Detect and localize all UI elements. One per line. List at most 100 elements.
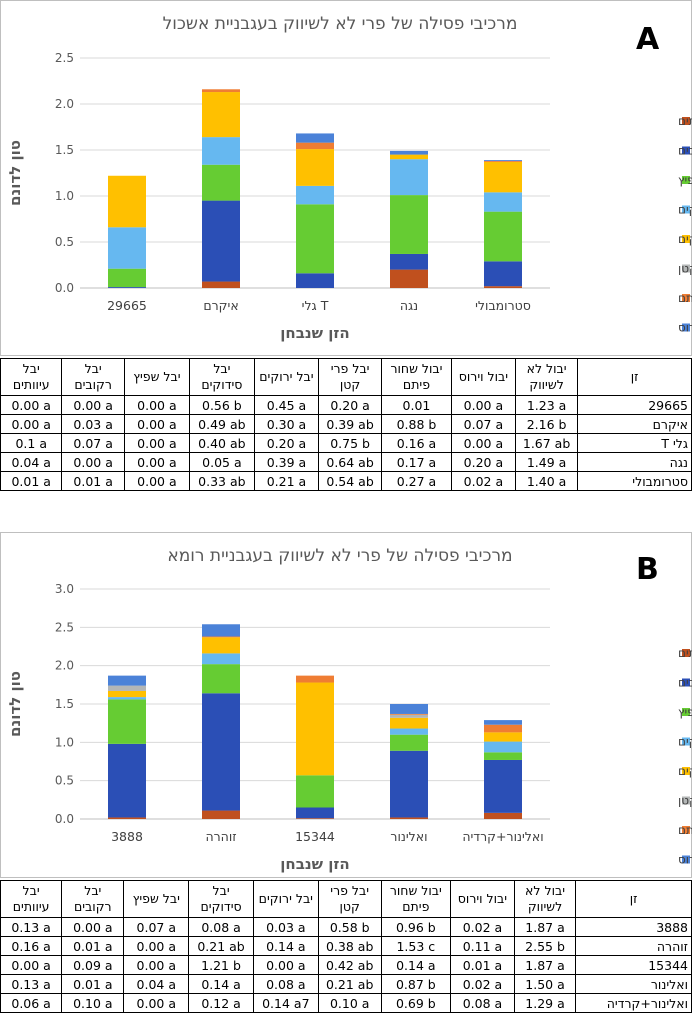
- value-cell: 0.07 a: [450, 414, 516, 434]
- x-tick-label: ואלינור+קרדיה: [462, 829, 543, 844]
- legend-swatch: [682, 146, 690, 155]
- value-cell: 1.50 a: [513, 974, 577, 994]
- table-row: 0.04 a 0.00 a 0.00 a 0.05 a 0.39 a 0.64 ab 0.1…: [0, 452, 692, 472]
- value-cell: 0.00 a: [123, 936, 190, 956]
- legend-swatch: [682, 649, 690, 657]
- value-cell: 0.04 a: [123, 974, 190, 994]
- value-cell: 0.49 ab: [188, 414, 255, 434]
- y-tick-label: 2.5: [55, 51, 74, 65]
- x-tick-label: זוהרה: [205, 829, 236, 844]
- y-tick-label: 2.5: [55, 620, 74, 634]
- value-cell: 1.87 a: [513, 955, 577, 975]
- column-header: יבל ירוקים: [252, 880, 319, 918]
- legend-label: יבול וירוס: [678, 321, 692, 335]
- table-row: 0.00 a 0.09 a 0.00 a 1.21 b 0.00 a 0.42 ab 0.1…: [0, 955, 692, 975]
- column-header: יבל רקובים: [61, 358, 125, 396]
- chart-b-title: מרכיבי פסילה של פרי לא לשיווק בעגבניית ר…: [167, 546, 513, 566]
- chart-b-bar-segment: [390, 750, 428, 818]
- x-tick-label: 3888: [111, 829, 143, 844]
- chart-b-bar-segment: [296, 775, 334, 808]
- value-cell: 0.20 a: [450, 452, 516, 472]
- legend-label: יבול רקובים: [678, 676, 692, 690]
- panel-a: מרכיבי פסילה של פרי לא לשיווק בעגבניית א…: [0, 0, 692, 356]
- x-tick-label: 29665: [107, 298, 147, 313]
- legend-label: יבול שפיץ: [678, 173, 692, 187]
- chart-a-bar-segment: [108, 287, 146, 288]
- value-cell: 0.02 a: [450, 471, 516, 491]
- variety-cell: נגה: [577, 452, 692, 472]
- value-cell: 0.05 a: [188, 452, 255, 472]
- table-a-header-row: יבל עיוותים יבל רקובים יבל שפיץ יבל סידוקים…: [0, 358, 692, 396]
- chart-b-bar-segment: [202, 664, 240, 694]
- value-cell: 0.00 a: [123, 993, 190, 1013]
- legend-label: יבול עיוותים: [678, 114, 692, 128]
- chart-a-bar-segment: [108, 268, 146, 288]
- column-header: יבל שפיץ: [123, 880, 190, 918]
- legend-label: יבול סידוקים: [678, 203, 692, 217]
- y-tick-label: 0.5: [55, 235, 74, 249]
- value-cell: 0.11 a: [449, 936, 515, 956]
- value-cell: 0.20 a: [253, 433, 320, 453]
- table-row: 0.06 a 0.10 a 0.00 a 0.12 a 0.14 a7 0.10 a 0.6…: [0, 993, 692, 1013]
- chart-b-bar-segment: [296, 818, 334, 819]
- value-cell: 0.20 a: [318, 395, 383, 415]
- value-cell: 0.00 a: [0, 395, 63, 415]
- value-cell: 0.01 a: [449, 955, 515, 975]
- panel-b: מרכיבי פסילה של פרי לא לשיווק בעגבניית ר…: [0, 532, 692, 878]
- chart-a-title: מרכיבי פסילה של פרי לא לשיווק בעגבניית א…: [162, 14, 518, 34]
- value-cell: 0.42 ab: [317, 955, 382, 975]
- legend-label: יבול סידוקים: [678, 735, 692, 749]
- chart-b-bar-segment: [484, 720, 522, 725]
- value-cell: 0.88 b: [381, 414, 452, 434]
- chart-a: 0.0 0.5 1.0 1.5 2.0 2.5 29665 איקרם גלי T נגה סטרו…: [6, 51, 692, 342]
- legend-swatch: [682, 855, 690, 864]
- chart-b-bar-segment: [390, 734, 428, 751]
- value-cell: 0.33 ab: [188, 471, 255, 491]
- column-header: יבול וירוס: [449, 880, 515, 918]
- table-row: 0.1 a 0.07 a 0.00 a 0.40 ab 0.20 a 0.75 b 0.16…: [0, 433, 692, 453]
- column-header: זן: [575, 880, 692, 918]
- variety-cell: 3888: [575, 917, 692, 937]
- panel-letter-a: A: [636, 22, 660, 57]
- x-tick-label: נגה: [400, 298, 418, 313]
- variety-cell: ואלינור: [575, 974, 692, 994]
- value-cell: 0.00 a: [61, 395, 125, 415]
- chart-b-bar-segment: [202, 653, 240, 665]
- chart-b-bar-segment: [296, 682, 334, 776]
- value-cell: 0.01: [381, 395, 452, 415]
- value-cell: 0.00 a: [61, 917, 125, 937]
- chart-b-bar-segment: [390, 717, 428, 729]
- table-b-header-row: יבל עיוותים יבל רקובים יבל שפיץ יבל סידוקים…: [0, 880, 692, 918]
- table-b: יבל עיוותים יבל רקובים יבל שפיץ יבל סידוקים…: [0, 880, 692, 1013]
- variety-cell: גלי T: [577, 433, 692, 453]
- chart-b-bar-segment: [296, 675, 334, 683]
- chart-a-bar-segment: [390, 154, 428, 160]
- value-cell: 0.06 a: [0, 993, 63, 1013]
- y-axis-title: טון לדונם: [6, 671, 24, 737]
- chart-a-bar-segment: [484, 286, 522, 288]
- chart-a-bar-segment: [202, 92, 240, 138]
- chart-a-bar-segment: [296, 133, 334, 143]
- value-cell: 0.10 a: [61, 993, 125, 1013]
- chart-b-bar-segment: [108, 675, 146, 686]
- variety-cell: ואלינור+קרדיה: [575, 993, 692, 1013]
- y-tick-label: 1.5: [55, 143, 74, 157]
- value-cell: 0.10 a: [317, 993, 382, 1013]
- value-cell: 1.67 ab: [514, 433, 579, 453]
- value-cell: 0.16 a: [0, 936, 63, 956]
- chart-b-bar-segment: [484, 732, 522, 742]
- value-cell: 0.00 a: [252, 955, 319, 975]
- value-cell: 0.02 a: [449, 917, 515, 937]
- chart-b-bar-segment: [484, 724, 522, 733]
- value-cell: 0.09 a: [61, 955, 125, 975]
- chart-b-bar-segment: [108, 817, 146, 819]
- value-cell: 0.21 ab: [317, 974, 382, 994]
- y-tick-label: 2.0: [55, 97, 74, 111]
- variety-cell: 15344: [575, 955, 692, 975]
- value-cell: 0.21 ab: [188, 936, 254, 956]
- column-header: יבול וירוס: [450, 358, 516, 396]
- value-cell: 0.75 b: [318, 433, 383, 453]
- chart-a-bar-segment: [484, 192, 522, 212]
- legend-label: יבול פרי קטן: [678, 794, 692, 808]
- column-header: יבל שפיץ: [123, 358, 190, 396]
